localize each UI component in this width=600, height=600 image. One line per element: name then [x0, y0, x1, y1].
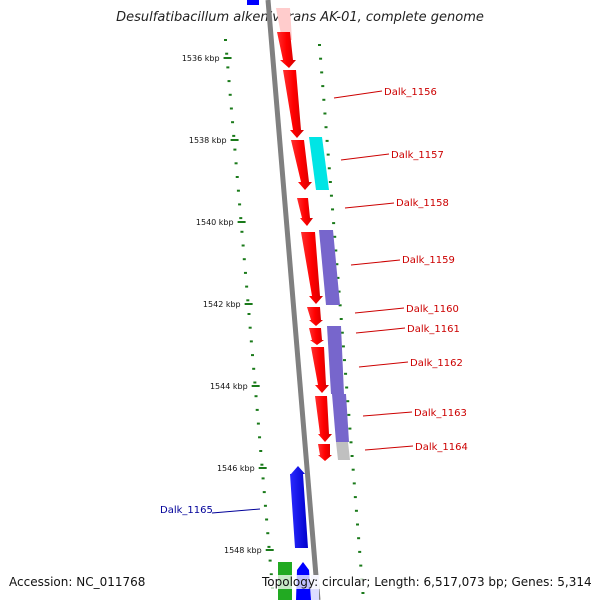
feature-purple-1: [319, 230, 340, 305]
gene-label: Dalk_1156: [384, 87, 437, 98]
gene-dalk-1165: [290, 466, 308, 548]
feature-purple-2: [327, 326, 344, 394]
gene-label: Dalk_1165: [160, 505, 213, 516]
gene-dalk-1158: [297, 198, 313, 226]
gene-dalk-1159: [301, 232, 323, 304]
outer-track: [318, 44, 365, 594]
scale-label: 1548 kbp: [224, 546, 262, 555]
feature-gray: [336, 442, 350, 460]
gene-label: Dalk_1157: [391, 150, 444, 161]
scale-label: 1544 kbp: [210, 382, 248, 391]
gene-label: Dalk_1159: [402, 255, 455, 266]
gene-dalk-1155: [277, 32, 296, 68]
gene-dalk-1160: [307, 307, 323, 326]
gene-label: Dalk_1160: [406, 304, 459, 315]
gene-dalk-1164: [318, 444, 332, 461]
gene-partial-top: [247, 0, 259, 5]
genome-backbone: [265, 0, 321, 600]
scale-track: [224, 39, 274, 589]
scale-label: 1536 kbp: [182, 54, 220, 63]
gene-label: Dalk_1161: [407, 324, 460, 335]
accession-label: Accession: NC_011768: [9, 575, 146, 589]
gene-dalk-1161: [309, 328, 324, 345]
scale-label: 1542 kbp: [203, 300, 241, 309]
gene-dalk-1162: [311, 347, 329, 393]
genome-title: Desulfatibacillum alkenivorans AK-01, co…: [116, 10, 484, 25]
scale-label: 1538 kbp: [189, 136, 227, 145]
gene-label: Dalk_1162: [410, 358, 463, 369]
gene-dalk-1157: [291, 140, 312, 190]
scale-labels: 1536 kbp 1538 kbp 1540 kbp 1542 kbp 1544 kbp…: [182, 54, 274, 555]
gene-label: Dalk_1164: [415, 442, 468, 453]
gene-label: Dalk_1163: [414, 408, 467, 419]
gene-dalk-1156: [283, 70, 304, 138]
gene-labels: Dalk_1156 Dalk_1157 Dalk_1158 Dalk_1159 …: [160, 87, 468, 516]
topology-label: Topology: circular; Length: 6,517,073 bp…: [262, 575, 592, 589]
scale-label: 1546 kbp: [217, 464, 255, 473]
feature-purple-3: [332, 394, 349, 442]
gene-label: Dalk_1158: [396, 198, 449, 209]
gene-dalk-1163: [315, 396, 332, 442]
scale-label: 1540 kbp: [196, 218, 234, 227]
feature-cyan: [309, 137, 329, 190]
